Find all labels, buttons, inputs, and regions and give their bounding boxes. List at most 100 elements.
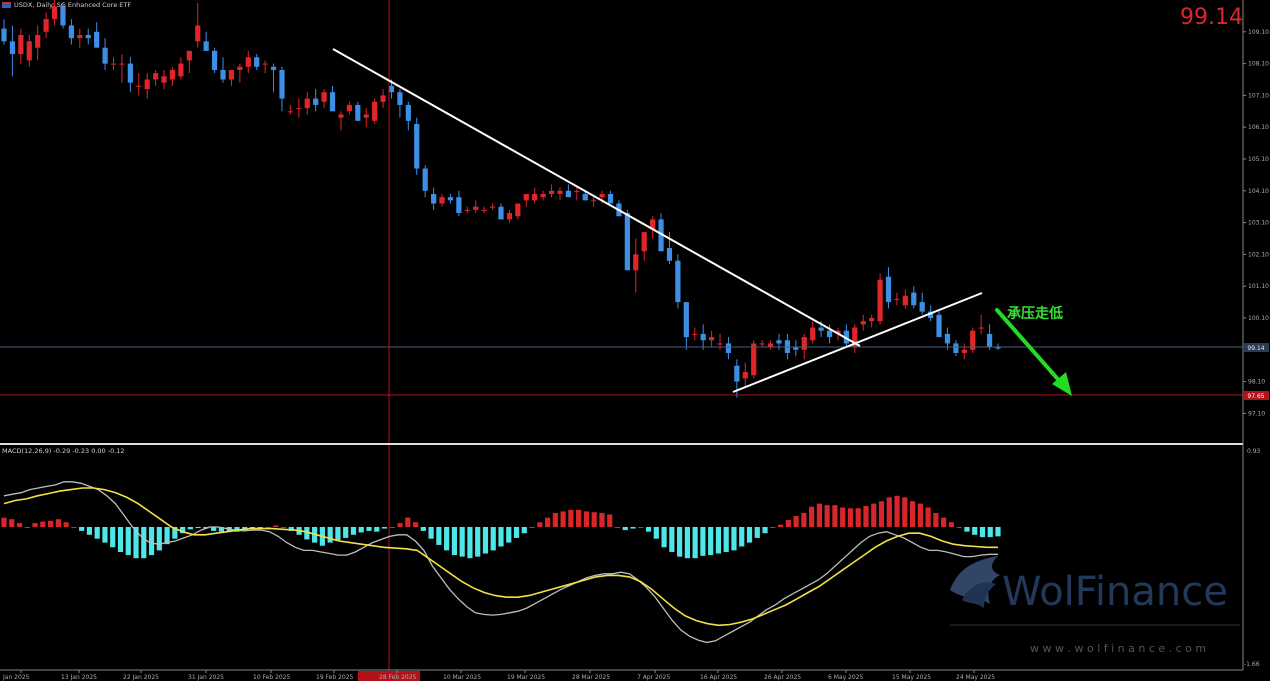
macd-histogram-bar	[715, 527, 722, 554]
candle	[515, 203, 521, 220]
candle-body	[313, 98, 319, 105]
macd-histogram-bar	[622, 527, 628, 531]
candle-body	[540, 193, 546, 198]
candle	[548, 184, 555, 198]
candle-body	[94, 31, 100, 48]
candle-body	[717, 343, 723, 345]
candle-body	[582, 193, 588, 201]
macd-histogram-bar	[180, 527, 186, 534]
macd-histogram-bar	[847, 508, 854, 527]
candle	[397, 89, 403, 118]
candle	[894, 292, 900, 306]
candle	[953, 340, 959, 357]
current-price-tag	[1244, 343, 1269, 352]
macd-histogram-bar	[801, 512, 807, 527]
macd-histogram-bar	[40, 521, 46, 527]
candle	[68, 19, 74, 45]
candle	[102, 38, 108, 70]
candle-body	[700, 333, 706, 341]
candle-body	[751, 343, 757, 376]
macd-histogram-bar	[840, 507, 846, 527]
macd-histogram-bar	[591, 512, 597, 527]
candle	[523, 193, 529, 207]
candle-body	[776, 340, 782, 344]
macd-histogram-bar	[86, 527, 93, 535]
candle	[186, 50, 192, 74]
candle-body	[102, 47, 108, 64]
candle	[565, 184, 571, 198]
macd-histogram-bar	[24, 527, 30, 528]
candle-body	[523, 193, 529, 201]
macd-histogram-bar	[809, 506, 815, 527]
candle	[810, 321, 816, 344]
candle	[607, 190, 614, 204]
ascending-trendline	[732, 292, 983, 393]
time-tick-label: 10 Feb 2025	[253, 674, 291, 681]
macd-histogram-bar	[607, 514, 613, 527]
macd-histogram-bar	[71, 527, 77, 528]
macd-histogram-bar	[925, 507, 931, 527]
macd-histogram-bar	[692, 527, 698, 559]
candle	[43, 12, 49, 39]
candle	[346, 101, 352, 115]
macd-histogram-bar	[731, 527, 737, 551]
candle	[127, 57, 133, 93]
time-tick-label: 16 Apr 2025	[700, 674, 737, 681]
candle-body	[860, 321, 866, 325]
candle	[473, 200, 479, 214]
price-tick-label: 106.10	[1248, 124, 1269, 131]
price-tick-label: 100.10	[1248, 315, 1269, 322]
candle-body	[60, 6, 66, 26]
candle-body	[565, 190, 571, 198]
candle-body	[35, 34, 41, 48]
candle-body	[961, 349, 967, 353]
macd-histogram-bar	[110, 527, 116, 548]
candle-body	[18, 34, 24, 55]
candle-body	[953, 343, 959, 353]
candle	[641, 232, 647, 261]
candle	[666, 232, 673, 264]
symbol-title: USDX, Daily: SG Enhanced Core ETF	[14, 1, 131, 9]
candle	[51, 0, 58, 26]
macd-histogram-bar	[63, 522, 69, 527]
candle	[456, 190, 462, 217]
candle	[262, 60, 268, 74]
candle	[178, 57, 184, 80]
candle	[843, 324, 849, 347]
macd-histogram-bar	[669, 527, 675, 552]
macd-histogram-bar	[661, 527, 667, 548]
macd-histogram-bar	[941, 517, 947, 527]
candle-body	[422, 168, 428, 191]
candle	[650, 216, 656, 239]
candle	[767, 340, 774, 350]
macd-histogram-bar	[47, 520, 54, 527]
candle	[372, 98, 378, 125]
macd-histogram-bar	[816, 503, 822, 527]
candle-body	[447, 197, 454, 201]
macd-histogram-bar	[498, 527, 504, 547]
candle-body	[338, 114, 344, 118]
macd-histogram-bar	[234, 527, 240, 532]
candle	[869, 314, 875, 328]
candle-body	[119, 63, 125, 65]
candle	[675, 254, 681, 309]
time-tick-label: 28 Mar 2025	[572, 674, 610, 681]
macd-histogram-bar	[257, 527, 263, 529]
price-tick-label: 104.10	[1248, 188, 1269, 195]
candle-body	[228, 69, 235, 80]
macd-axis-bottom: -1.66	[1244, 661, 1260, 668]
candle-body	[279, 69, 285, 99]
candle	[355, 101, 361, 121]
candle	[692, 327, 698, 341]
candle	[338, 111, 344, 131]
macd-histogram-bar	[933, 512, 939, 527]
candle-body	[894, 298, 900, 300]
time-tick-label: 31 Jan 2025	[188, 674, 224, 681]
candle-body	[826, 330, 833, 338]
candle-body	[810, 327, 816, 341]
macd-histogram-bar	[917, 503, 923, 527]
candle-body	[877, 279, 883, 322]
macd-histogram-bar	[614, 527, 621, 528]
candle-body	[666, 248, 673, 261]
macd-histogram-bar	[871, 503, 877, 527]
